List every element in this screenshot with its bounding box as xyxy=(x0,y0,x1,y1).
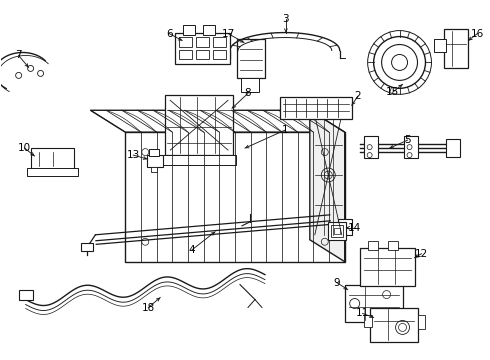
Bar xyxy=(404,136,417,158)
Bar xyxy=(179,50,192,59)
Bar xyxy=(162,155,236,165)
Text: 11: 11 xyxy=(356,309,369,319)
Bar xyxy=(30,148,74,174)
Text: 16: 16 xyxy=(471,28,484,39)
Bar xyxy=(369,307,417,342)
Bar xyxy=(417,315,425,329)
Bar xyxy=(446,139,461,157)
Text: 2: 2 xyxy=(354,91,361,101)
Bar xyxy=(360,248,415,285)
Bar xyxy=(147,155,163,167)
Bar xyxy=(364,315,371,328)
Bar xyxy=(26,168,78,176)
Text: 7: 7 xyxy=(15,50,22,60)
Bar xyxy=(196,37,209,46)
Bar xyxy=(280,97,352,119)
Bar xyxy=(331,225,343,237)
Bar xyxy=(345,285,403,323)
Bar xyxy=(149,149,159,156)
Text: 12: 12 xyxy=(415,249,428,259)
Bar xyxy=(125,132,345,262)
Bar xyxy=(213,37,226,46)
Bar xyxy=(364,136,378,158)
Bar xyxy=(81,243,94,251)
Text: 9: 9 xyxy=(333,278,340,288)
Bar xyxy=(435,39,446,53)
Bar xyxy=(183,24,195,35)
Text: 8: 8 xyxy=(245,88,251,98)
Text: 6: 6 xyxy=(166,28,172,39)
Text: 3: 3 xyxy=(283,14,289,24)
Bar xyxy=(213,50,226,59)
Bar xyxy=(179,37,192,46)
Bar xyxy=(203,24,215,35)
Text: 13: 13 xyxy=(127,150,140,160)
Bar xyxy=(368,241,378,250)
Text: 14: 14 xyxy=(348,223,361,233)
Bar xyxy=(241,78,259,92)
Bar xyxy=(19,289,33,300)
Text: 10: 10 xyxy=(18,143,31,153)
Bar xyxy=(388,241,397,250)
Polygon shape xyxy=(91,110,345,132)
Text: 4: 4 xyxy=(189,245,196,255)
Polygon shape xyxy=(310,110,345,262)
Bar xyxy=(334,228,340,234)
Bar xyxy=(196,50,209,59)
Bar xyxy=(165,95,233,155)
Bar xyxy=(237,39,265,78)
Bar xyxy=(151,167,157,172)
Bar xyxy=(175,32,230,64)
Bar xyxy=(328,222,346,240)
Text: 5: 5 xyxy=(404,135,411,145)
Text: 1: 1 xyxy=(282,125,288,135)
Bar xyxy=(444,28,468,68)
Bar xyxy=(338,219,352,235)
Text: 18: 18 xyxy=(142,302,155,312)
Text: 15: 15 xyxy=(386,87,399,97)
Text: 17: 17 xyxy=(221,28,235,39)
